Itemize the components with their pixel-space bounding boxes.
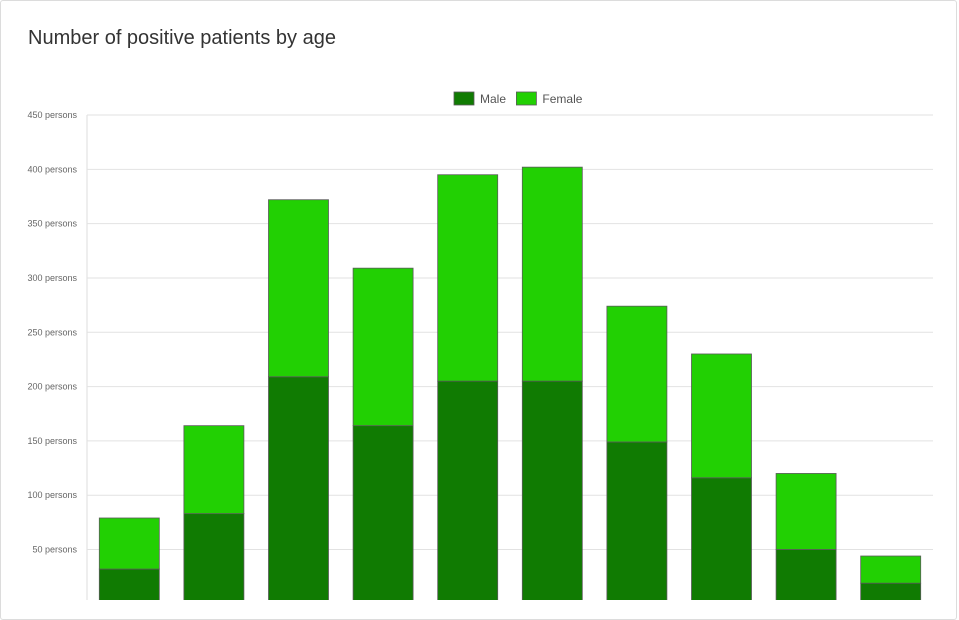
bar-female-7 <box>691 353 752 479</box>
legend-label-male[interactable]: Male <box>480 92 506 106</box>
bar-female-9 <box>860 555 922 584</box>
y-tick-label: 100 persons <box>27 490 77 500</box>
bars <box>98 166 922 600</box>
y-tick-label: 150 persons <box>27 436 77 446</box>
bar-female-3 <box>352 267 414 427</box>
y-tick-label: 50 persons <box>32 545 77 555</box>
legend-swatch-female[interactable] <box>516 91 537 106</box>
bar-male-5 <box>521 380 583 600</box>
bar-female-4 <box>437 174 499 382</box>
legend: Male Female <box>453 91 583 106</box>
y-tick-label: 200 persons <box>27 382 77 392</box>
y-tick-label: 450 persons <box>27 110 77 120</box>
legend-swatch-male[interactable] <box>453 91 475 106</box>
y-axis-ticks: 50 persons 100 persons 150 persons 200 pers… <box>27 110 77 555</box>
bar-male-4 <box>437 380 499 600</box>
stacked-bar-chart: 50 persons 100 persons 150 persons 200 pers… <box>27 91 933 600</box>
legend-label-female[interactable]: Female <box>542 92 582 106</box>
bar-male-9 <box>860 582 922 600</box>
y-tick-label: 250 persons <box>27 327 77 337</box>
gridlines <box>86 114 933 600</box>
y-tick-label: 300 persons <box>27 273 77 283</box>
bar-female-1 <box>183 425 245 515</box>
bar-female-8 <box>775 473 837 550</box>
bar-male-1 <box>183 513 245 600</box>
bar-male-8 <box>775 549 837 600</box>
bar-female-6 <box>606 305 668 443</box>
y-tick-label: 400 persons <box>27 164 77 174</box>
bar-male-6 <box>606 441 668 600</box>
bar-female-5 <box>521 166 583 382</box>
bar-male-7 <box>691 477 752 600</box>
y-tick-label: 350 persons <box>27 219 77 229</box>
bar-male-3 <box>352 425 414 600</box>
bar-female-2 <box>268 199 329 378</box>
chart-title: Number of positive patients by age <box>28 27 336 49</box>
bar-male-0 <box>98 568 160 600</box>
bar-female-0 <box>98 517 160 570</box>
bar-male-2 <box>268 376 329 600</box>
